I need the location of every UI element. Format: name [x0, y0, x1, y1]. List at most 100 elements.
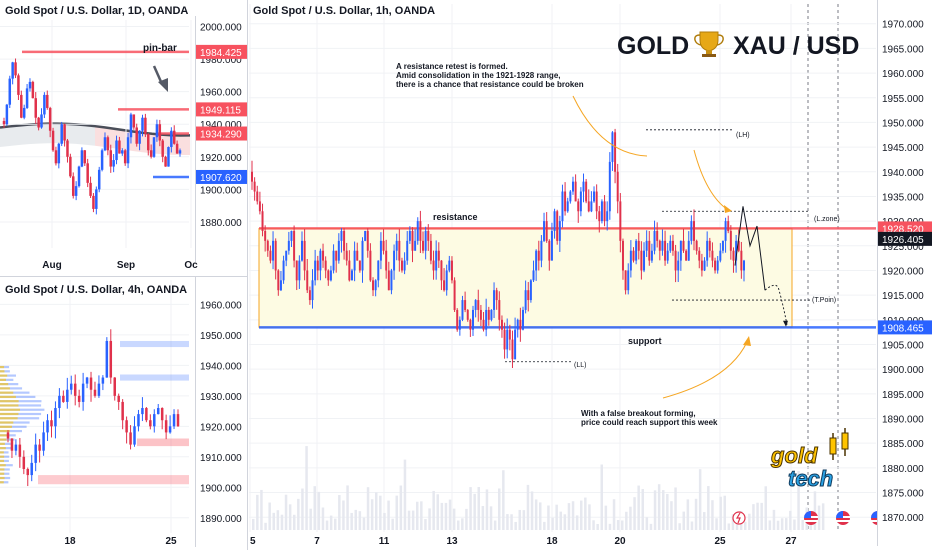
moving-average-ribbon	[19, 124, 29, 146]
candle-body	[28, 81, 32, 89]
volume-profile-bar	[0, 429, 10, 433]
candle-body	[632, 250, 635, 261]
candle-body	[164, 420, 168, 433]
lightning-event-icon[interactable]	[732, 511, 746, 525]
candle-body	[693, 221, 696, 241]
volume-bar	[452, 508, 456, 530]
candle-body	[698, 250, 701, 261]
candle-body	[40, 114, 43, 128]
candle-body	[448, 260, 451, 271]
volume-bar	[711, 500, 714, 530]
annotation-curve	[662, 341, 748, 399]
candle-body	[469, 319, 472, 330]
volume-bar	[551, 517, 554, 530]
time-tick-label: 20	[614, 536, 626, 547]
moving-average-ribbon	[180, 135, 190, 156]
resistance-label: resistance	[433, 212, 478, 222]
volume-bar	[403, 459, 407, 530]
candle-body	[155, 124, 159, 138]
price-tick-label: 1945.000	[882, 143, 924, 154]
candle-body	[732, 250, 735, 261]
candle-body	[616, 171, 619, 202]
us-flag-event-icon[interactable]	[836, 511, 850, 525]
candle-body	[637, 240, 640, 251]
daily-price-axis[interactable]: 1880.000 1900.000 1920.000 1940.000 1960.000…	[195, 16, 248, 262]
volume-profile-bar	[0, 365, 10, 369]
candle-body	[414, 240, 417, 251]
volume-bar	[744, 521, 747, 530]
volume-bar	[461, 518, 464, 530]
volume-bar	[539, 502, 542, 530]
volume-profile-bar	[0, 400, 42, 403]
volume-profile-bar	[0, 459, 5, 463]
price-tick-label: 1895.000	[882, 390, 924, 401]
candle-body	[46, 420, 49, 433]
volume-bar	[748, 513, 751, 530]
candle-body	[550, 230, 553, 261]
volume-bar	[305, 446, 308, 530]
volume-bar	[604, 505, 608, 530]
volume-bar	[383, 512, 386, 530]
h1-time-axis[interactable]: 5 7 11 13 18 20 25 27	[250, 536, 797, 547]
h4-candles	[6, 329, 180, 487]
h4-time-axis[interactable]: 18 25	[64, 536, 177, 547]
candle-body	[500, 319, 503, 330]
candle-body	[498, 300, 501, 320]
volume-bar	[543, 521, 546, 530]
candle-body	[135, 127, 138, 144]
volume-bar	[616, 520, 620, 530]
candle-body	[115, 140, 118, 161]
volume-bar	[268, 502, 271, 530]
candle-body	[340, 230, 343, 241]
candle-body	[144, 117, 147, 134]
candle-body	[540, 240, 543, 261]
daily-level-lines	[22, 50, 189, 179]
volume-bar	[674, 487, 677, 530]
candle-body	[369, 250, 372, 281]
candle-body	[679, 240, 682, 261]
annotation-curve	[693, 149, 729, 211]
daily-time-axis[interactable]: Aug Sep Oc	[42, 260, 198, 271]
volume-bar	[760, 502, 763, 530]
candle-body	[112, 160, 115, 167]
volume-bar	[416, 501, 419, 530]
candle-body	[569, 191, 572, 202]
candle-body	[724, 221, 727, 241]
us-flag-event-icon[interactable]	[804, 511, 818, 525]
candle-body	[606, 211, 609, 222]
volume-bar	[678, 523, 681, 530]
candle-body	[22, 456, 26, 469]
volume-bar	[510, 514, 513, 530]
volume-bar	[559, 511, 562, 530]
price-level-tag-label: 1934.290	[200, 130, 242, 141]
lh-label: (LH)	[736, 132, 750, 139]
volume-bar	[354, 509, 357, 530]
candle-body	[429, 240, 432, 261]
volume-bar	[301, 488, 304, 530]
demand-zone	[38, 475, 189, 485]
candle-body	[377, 260, 380, 281]
price-level-tag-label: 1908.465	[882, 323, 924, 334]
h4-price-axis[interactable]: 1890.000 1900.000 1910.000 1920.000 1930.000…	[0, 0, 247, 547]
volume-bar	[575, 515, 579, 530]
h1-chart-pane[interactable]: Gold Spot / U.S. Dollar, 1h, OANDA GOLD …	[249, 0, 932, 547]
daily-chart-pane[interactable]: Gold Spot / U.S. Dollar, 1D, OANDA pin-b…	[0, 5, 247, 271]
h1-price-axis[interactable]: 1870.000 1875.000 1880.000 1885.000 1890.000…	[877, 0, 932, 546]
candle-body	[37, 117, 40, 128]
candle-body	[172, 130, 176, 144]
candle-body	[311, 280, 314, 301]
candle-body	[327, 270, 330, 281]
candle-body	[176, 414, 180, 427]
h1-drawings	[505, 95, 810, 399]
candle-body	[416, 221, 419, 241]
daily-chart-title: Gold Spot / U.S. Dollar, 1D, OANDA	[5, 5, 188, 17]
h4-chart-pane[interactable]: Gold Spot / U.S. Dollar, 4h, OANDA 1890.…	[0, 0, 247, 547]
candle-body	[168, 426, 172, 433]
candle-body	[653, 230, 656, 251]
volume-bar	[420, 501, 423, 530]
volume-bar	[534, 499, 538, 530]
volume-profile-bar	[0, 464, 13, 467]
time-tick-label: 18	[64, 536, 76, 547]
candle-body	[43, 94, 46, 115]
candle-body	[411, 230, 414, 251]
